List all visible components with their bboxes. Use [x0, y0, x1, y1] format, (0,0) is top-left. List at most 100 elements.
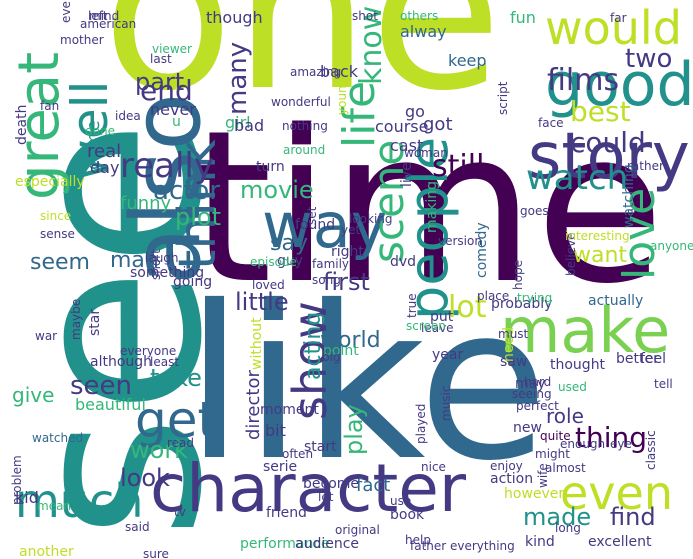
word-true: true [405, 293, 419, 318]
word-perfect: perfect [516, 399, 559, 413]
word-new: new [513, 420, 542, 436]
word-wonderful: wonderful [271, 95, 331, 109]
word-two: two [625, 44, 673, 74]
word-let: let [318, 490, 334, 504]
word-often: often [282, 447, 314, 461]
word-nothing: nothing [282, 119, 328, 133]
word-script: script [496, 81, 510, 115]
word-real: real [87, 141, 122, 162]
word-hope: hope [511, 260, 525, 290]
word-classic: classic [644, 430, 658, 470]
word-cast: cast [390, 136, 424, 155]
word-really: really [120, 146, 214, 186]
word-sense: sense [40, 227, 75, 241]
word-eye: eye [610, 437, 632, 451]
word-without: without [249, 317, 265, 370]
word-live: live [399, 162, 415, 187]
word-moment: moment [260, 402, 319, 418]
word-long: long [555, 521, 581, 535]
word-almost: almost [545, 461, 586, 475]
word-make: make [500, 294, 671, 367]
word-used: used [558, 380, 587, 394]
word-might: might [535, 447, 570, 461]
word-problem: problem [10, 455, 24, 505]
word-everyone: everyone [120, 344, 177, 358]
word-bit: bit [265, 421, 286, 440]
word-still: still [432, 149, 485, 184]
word-american: american [80, 17, 137, 31]
word-nice: nice [421, 460, 446, 474]
word-course: course [375, 117, 429, 136]
word-lot: lot [448, 290, 487, 325]
word-get: get [135, 391, 218, 449]
word-work: work [130, 436, 189, 464]
word-big: big [322, 350, 341, 364]
word-feel: feel [640, 351, 667, 367]
word-beautiful: beautiful [75, 395, 146, 414]
word-best: best [570, 95, 631, 128]
word-actor: actor [153, 176, 221, 206]
word-tell: tell [654, 377, 673, 391]
word-must: must [498, 327, 529, 341]
word-book: book [390, 507, 425, 523]
word-time: time [190, 85, 665, 330]
word-go: go [405, 102, 425, 121]
word-interesting: interesting [565, 229, 630, 243]
word-tv: tv [174, 505, 186, 519]
word-everything: everything [450, 539, 515, 553]
word-girl: girl [225, 113, 251, 132]
word-enjoy: enjoy [490, 459, 523, 473]
word-never: never [150, 100, 196, 119]
word-funny: funny [120, 193, 172, 214]
word-though: though [206, 8, 263, 27]
word-kind: kind [525, 534, 555, 550]
word-back: back [320, 62, 359, 81]
word-could: could [570, 126, 646, 159]
word-found: found [295, 217, 336, 233]
word-like: like [185, 260, 549, 507]
word-ever: ever [59, 0, 73, 23]
word-screen: screen [406, 319, 446, 333]
word-said: said [125, 520, 150, 534]
word-hard: hard [524, 375, 552, 389]
word-done: done [85, 124, 115, 138]
word-bad: bad [234, 116, 265, 135]
word-last: last [150, 52, 172, 66]
word-fan: fan [40, 99, 60, 113]
word-another: another [19, 544, 74, 559]
word-seem: seem [30, 250, 90, 275]
word-part: part [135, 68, 185, 96]
word-seeing: seeing [512, 387, 552, 401]
word-performance: performance [240, 536, 330, 552]
word-start: start [304, 439, 337, 455]
word-set: set [305, 206, 319, 225]
word-plot: plot [175, 203, 221, 231]
word-something: something [130, 265, 205, 281]
word-since: since [40, 209, 72, 223]
word-excellent: excellent [588, 534, 652, 550]
word-woman: woman [404, 146, 448, 160]
word-man: man [110, 248, 159, 273]
word-war: war [35, 329, 58, 343]
word-rather: rather [627, 159, 664, 173]
word-role: role [546, 404, 584, 428]
word-take: take [150, 364, 202, 392]
word-sure: sure [143, 547, 169, 559]
word-right: right [331, 244, 364, 260]
word-watched: watched [32, 431, 84, 445]
word-leave: leave [421, 321, 454, 335]
word-made: made [523, 503, 592, 531]
word-even: even [560, 466, 673, 520]
word-read: read [167, 436, 195, 450]
word-trying: trying [517, 291, 553, 305]
word-fact: fact [356, 475, 391, 496]
word-saw: saw [500, 354, 528, 370]
word-find: find [610, 503, 656, 531]
word-face: face [538, 116, 564, 130]
word-others: others [400, 9, 439, 23]
word-viewer: viewer [152, 42, 192, 56]
word-guy: guy [277, 253, 304, 269]
word-may: may [515, 376, 546, 392]
word-day: day [90, 158, 120, 177]
